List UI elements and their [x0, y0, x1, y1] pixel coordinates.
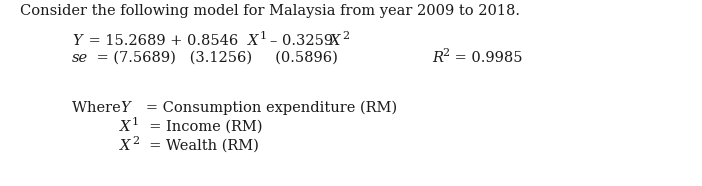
Text: 2: 2 — [132, 136, 139, 146]
Text: Consider the following model for Malaysia from year 2009 to 2018.: Consider the following model for Malaysi… — [20, 4, 520, 18]
Text: R: R — [432, 51, 443, 65]
Text: 2: 2 — [342, 31, 349, 41]
Text: X: X — [120, 120, 131, 134]
Text: = (7.5689)   (3.1256)     (0.5896): = (7.5689) (3.1256) (0.5896) — [92, 51, 338, 65]
Text: Y: Y — [120, 101, 130, 115]
Text: Y: Y — [72, 34, 81, 48]
Text: = Consumption expenditure (RM): = Consumption expenditure (RM) — [132, 101, 397, 115]
Text: = 15.2689 + 0.8546: = 15.2689 + 0.8546 — [84, 34, 241, 48]
Text: X: X — [330, 34, 340, 48]
Text: 1: 1 — [260, 31, 267, 41]
Text: se: se — [72, 51, 88, 65]
Text: = Income (RM): = Income (RM) — [140, 120, 263, 134]
Text: X: X — [248, 34, 258, 48]
Text: = 0.9985: = 0.9985 — [450, 51, 522, 65]
Text: X: X — [120, 139, 131, 153]
Text: Where: Where — [72, 101, 126, 115]
Text: 1: 1 — [132, 117, 139, 127]
Text: = Wealth (RM): = Wealth (RM) — [140, 139, 259, 153]
Text: 2: 2 — [442, 48, 449, 58]
Text: – 0.3259: – 0.3259 — [270, 34, 336, 48]
